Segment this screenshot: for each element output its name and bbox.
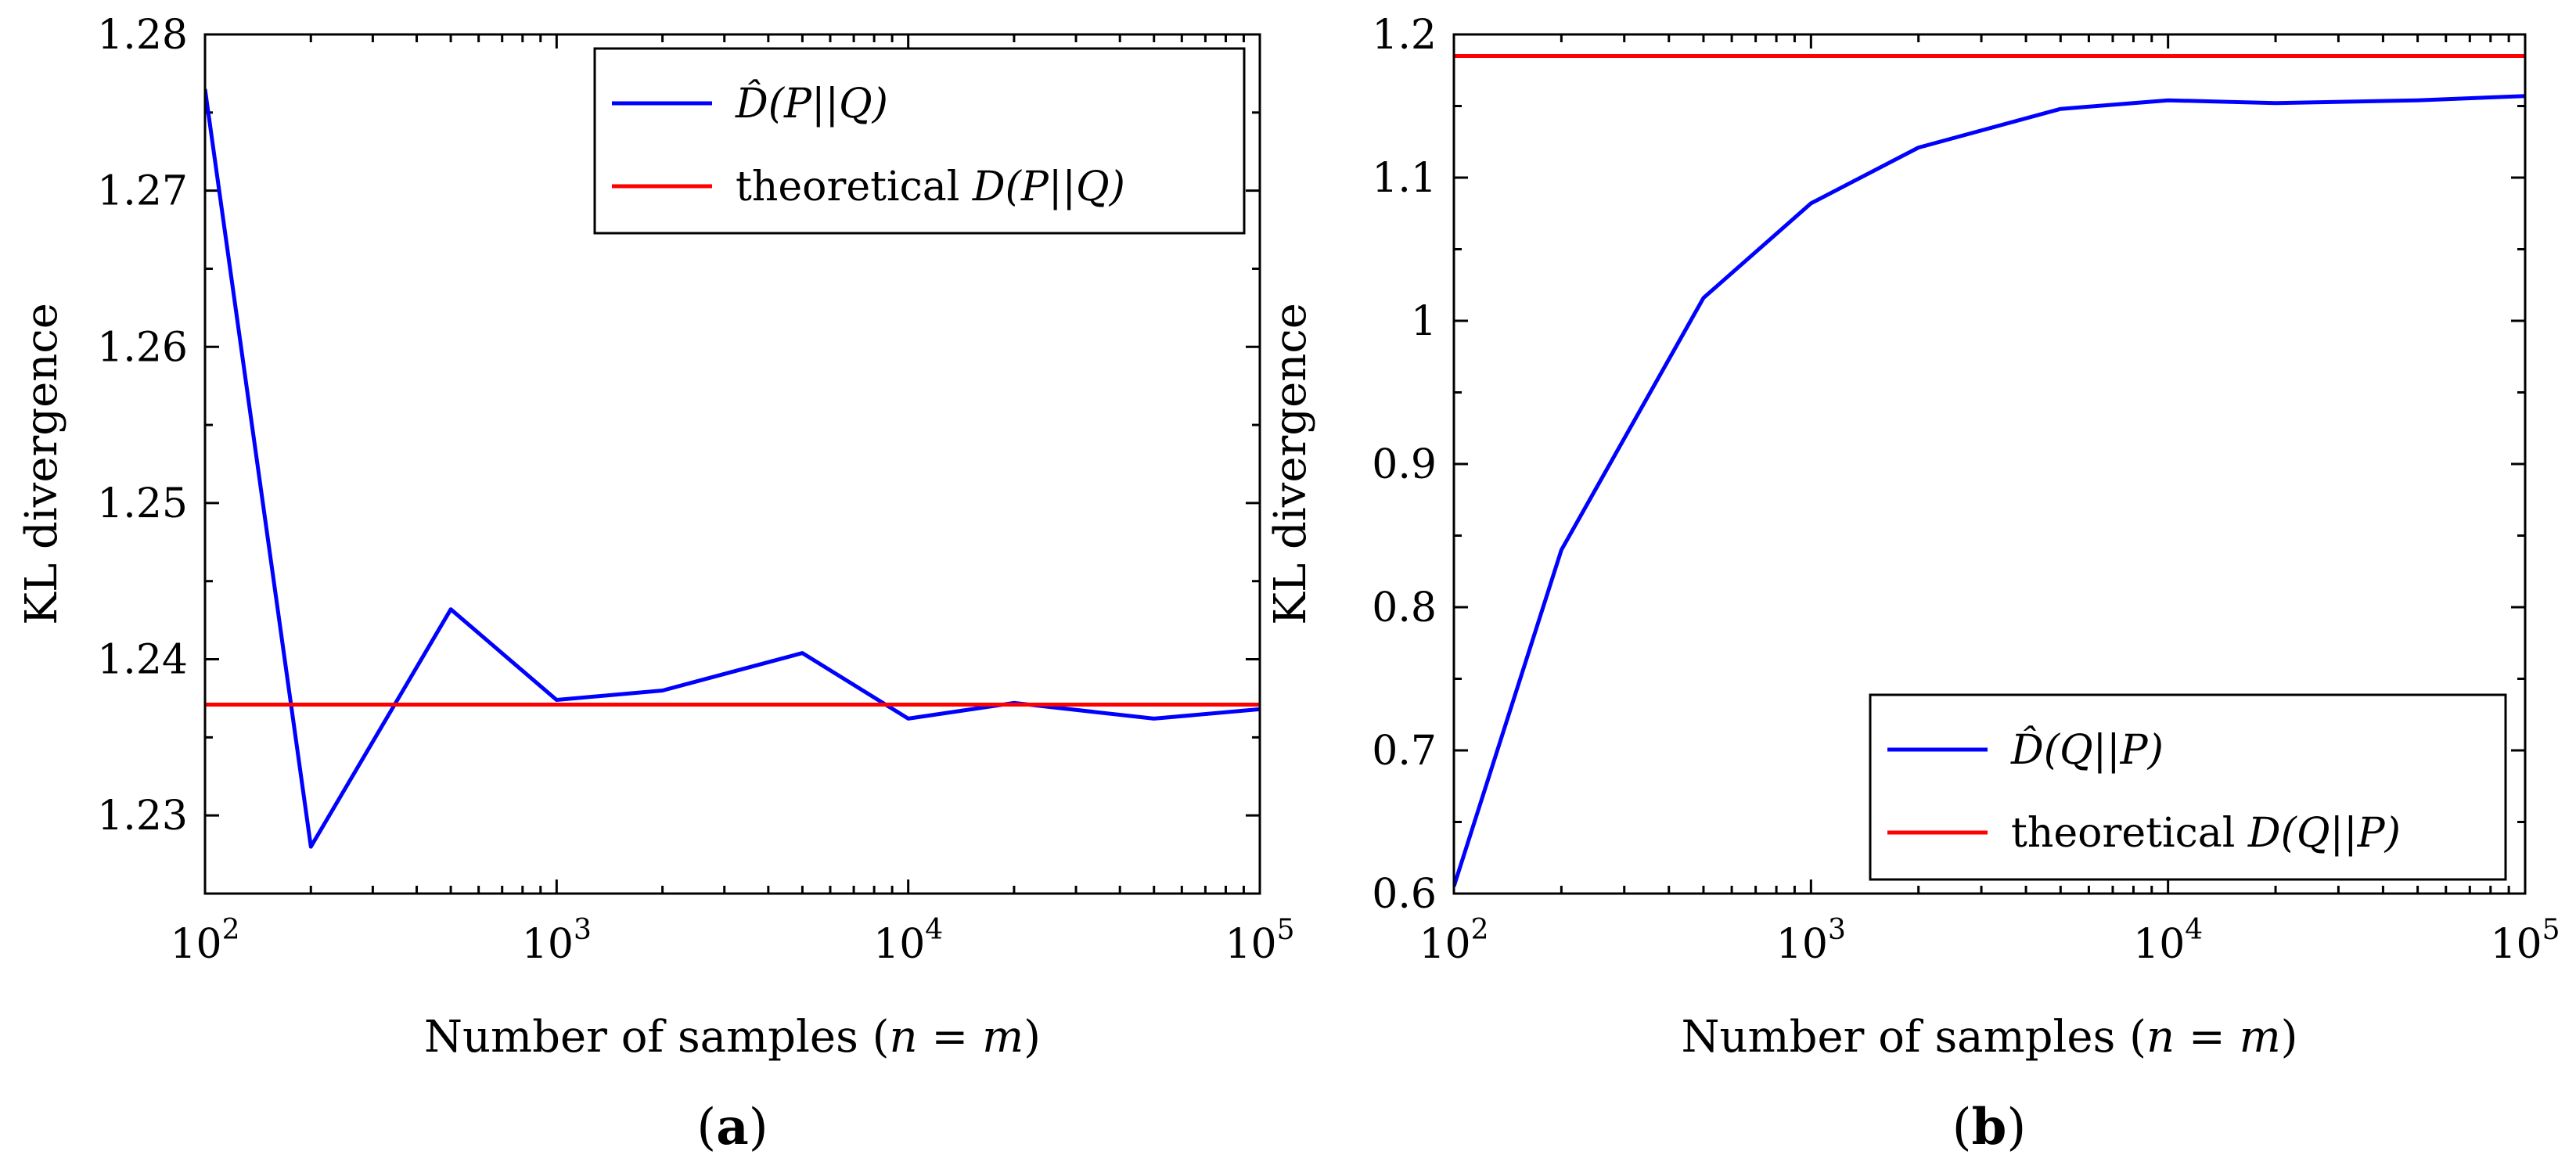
- x-tick-label: 103: [522, 914, 592, 968]
- y-tick-label: 1.25: [97, 480, 188, 527]
- panel-caption: (b): [1952, 1098, 2027, 1156]
- estimate-line: [205, 88, 1260, 849]
- legend-box: [1869, 693, 2507, 881]
- legend: D̂(P||Q) theoretical D(P||Q): [593, 47, 1246, 235]
- x-tick-label: 102: [170, 914, 239, 968]
- x-axis-label: Number of samples (n = m): [1681, 1012, 2297, 1063]
- panel-a: 102 103 104 105 1.23 1.24 1.25 1.26 1.27 1.28 D̂(P…: [16, 12, 1295, 1156]
- x-tick-label: 105: [1225, 914, 1294, 968]
- y-tick-label: 0.7: [1372, 728, 1437, 775]
- panel-b: 102 103 104 105 0.6 0.7 0.8 0.9 1 1.1 1.2 D̂(Q||P) t…: [1265, 12, 2560, 1156]
- x-tick-label: 103: [1776, 914, 1846, 968]
- legend-label: theoretical D(Q||P): [2011, 810, 2401, 857]
- y-tick-label: 0.8: [1372, 584, 1437, 631]
- legend-label: D̂(P||Q): [735, 80, 888, 128]
- x-axis-label: Number of samples (n = m): [424, 1012, 1041, 1063]
- y-tick-label: 1.28: [97, 12, 188, 59]
- y-tick-label: 1.1: [1372, 155, 1437, 202]
- estimate-line: [1454, 94, 2525, 887]
- plot-frame: [203, 33, 1261, 895]
- y-tick-label: 1.2: [1372, 12, 1437, 59]
- y-tick-label: 1.27: [97, 168, 188, 215]
- y-axis-label: KL divergence: [16, 303, 67, 625]
- x-tick-label: 104: [2133, 914, 2203, 968]
- y-tick-label: 1.24: [97, 637, 188, 684]
- legend-box: [593, 47, 1246, 235]
- x-tick-label: 104: [873, 914, 943, 968]
- panel-caption: (a): [696, 1098, 768, 1156]
- y-axis-label: KL divergence: [1265, 303, 1316, 625]
- x-tick-label: 102: [1419, 914, 1488, 968]
- y-tick-label: 1.26: [97, 324, 188, 371]
- plot-frame: [1452, 33, 2527, 895]
- y-tick-label: 0.6: [1372, 871, 1437, 918]
- y-tick-label: 1: [1411, 298, 1437, 345]
- legend-label: D̂(Q||P): [2010, 726, 2164, 774]
- y-tick-label: 1.23: [97, 793, 188, 840]
- legend-label: theoretical D(P||Q): [736, 164, 1125, 210]
- y-tick-label: 0.9: [1372, 441, 1437, 488]
- x-tick-label: 105: [2490, 914, 2560, 968]
- legend: D̂(Q||P) theoretical D(Q||P): [1869, 693, 2507, 881]
